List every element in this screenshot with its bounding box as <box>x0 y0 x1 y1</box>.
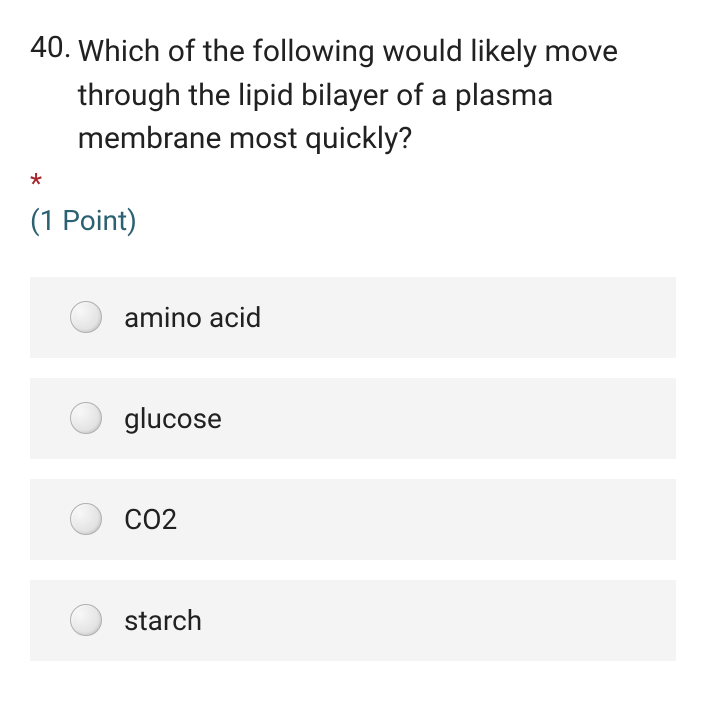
option-label: starch <box>124 604 202 637</box>
radio-icon[interactable] <box>70 402 102 434</box>
option-item-0[interactable]: amino acid <box>30 277 676 358</box>
option-label: CO2 <box>124 503 177 536</box>
options-container: amino acid glucose CO2 starch <box>30 277 676 661</box>
option-label: amino acid <box>124 301 261 334</box>
question-number: 40. <box>30 30 72 65</box>
question-text: Which of the following would likely move… <box>78 30 676 161</box>
question-block: 40. Which of the following would likely … <box>30 30 676 237</box>
radio-icon[interactable] <box>70 503 102 535</box>
question-row: 40. Which of the following would likely … <box>30 30 676 161</box>
radio-icon[interactable] <box>70 604 102 636</box>
option-label: glucose <box>124 402 222 435</box>
required-asterisk: * <box>30 167 676 200</box>
option-item-2[interactable]: CO2 <box>30 479 676 560</box>
option-item-3[interactable]: starch <box>30 580 676 661</box>
radio-icon[interactable] <box>70 301 102 333</box>
points-label: (1 Point) <box>30 204 676 237</box>
option-item-1[interactable]: glucose <box>30 378 676 459</box>
